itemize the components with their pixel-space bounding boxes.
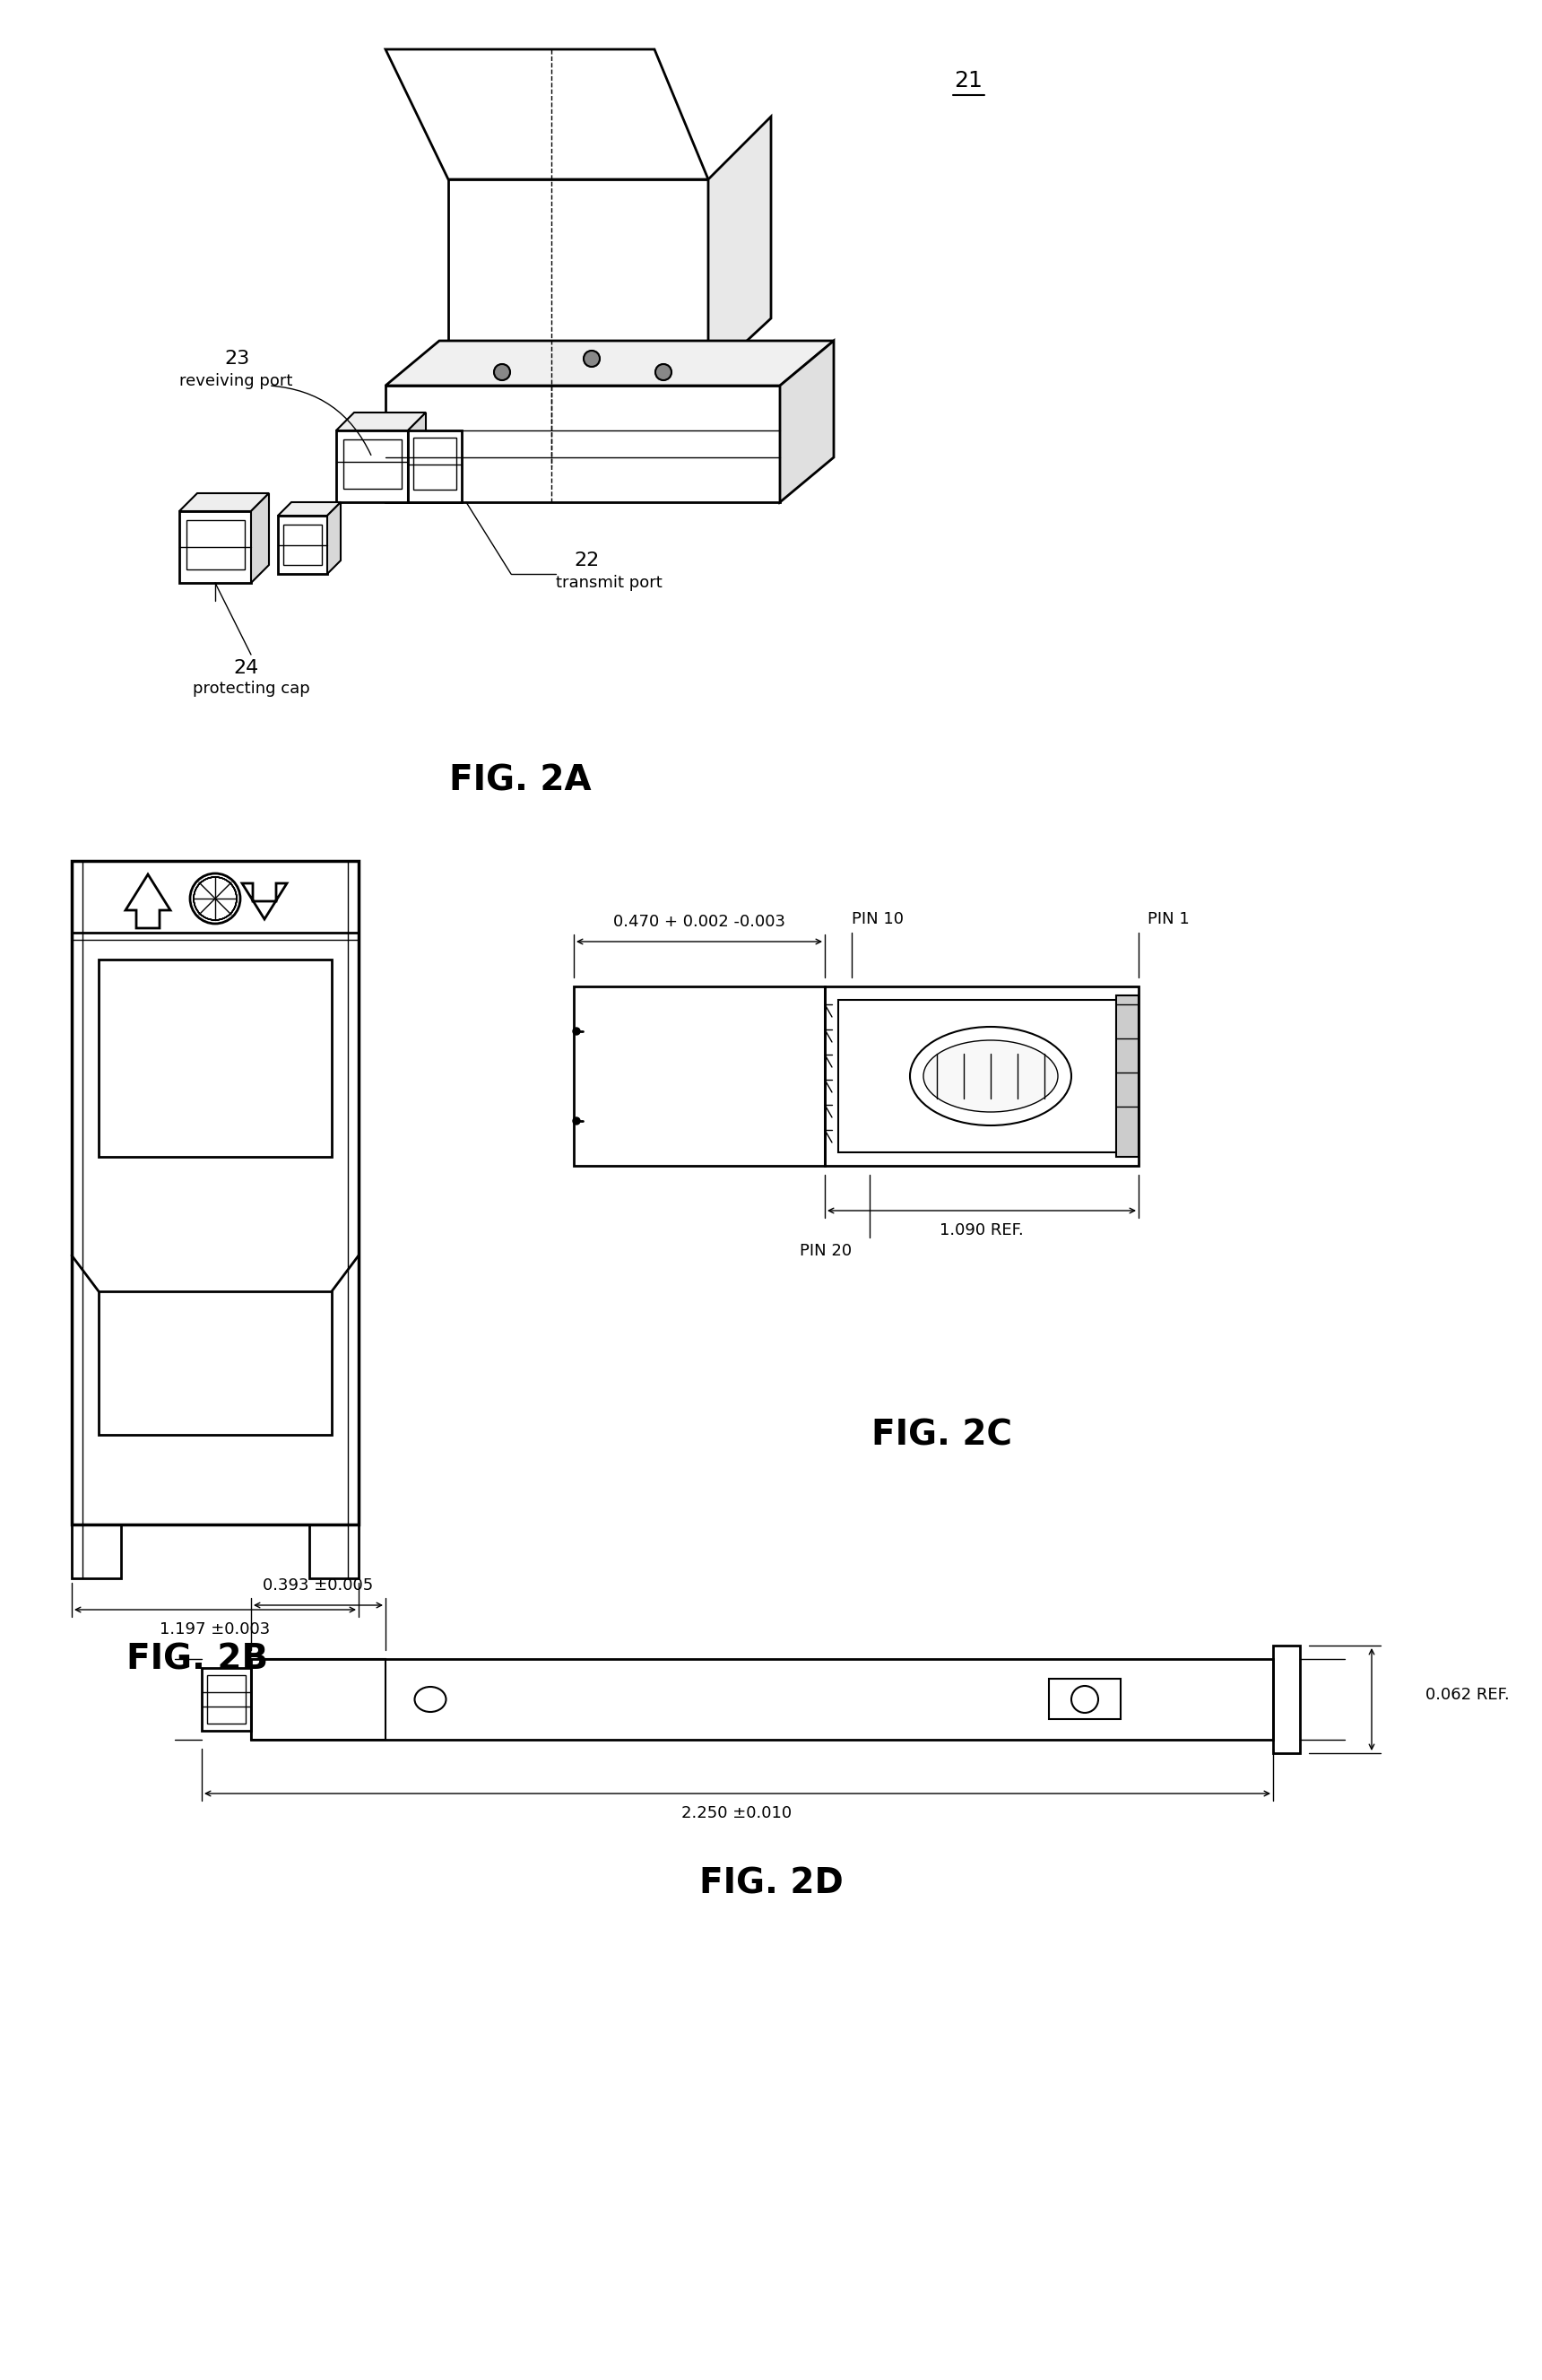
Polygon shape xyxy=(242,883,287,919)
Circle shape xyxy=(574,1028,580,1035)
Bar xyxy=(344,440,401,488)
Polygon shape xyxy=(179,512,251,583)
Circle shape xyxy=(655,364,671,381)
Polygon shape xyxy=(251,493,268,583)
Polygon shape xyxy=(336,431,409,502)
Text: reveiving port: reveiving port xyxy=(179,374,293,390)
Text: PIN 20: PIN 20 xyxy=(800,1242,851,1259)
Text: protecting cap: protecting cap xyxy=(193,681,310,697)
Bar xyxy=(1274,1645,1300,1754)
Bar xyxy=(1049,1678,1121,1718)
Text: 1.197 ±0.003: 1.197 ±0.003 xyxy=(160,1621,270,1637)
Polygon shape xyxy=(409,412,426,502)
Text: FIG. 2A: FIG. 2A xyxy=(449,764,591,797)
Bar xyxy=(72,1526,120,1578)
Polygon shape xyxy=(449,178,708,376)
Polygon shape xyxy=(386,386,780,502)
Circle shape xyxy=(190,873,241,923)
Text: 22: 22 xyxy=(574,552,600,569)
Circle shape xyxy=(583,350,600,367)
Ellipse shape xyxy=(924,1040,1058,1111)
Bar xyxy=(251,1659,1274,1740)
Bar xyxy=(202,1668,251,1730)
Text: 2.250 ±0.010: 2.250 ±0.010 xyxy=(682,1804,793,1821)
Text: PIN 10: PIN 10 xyxy=(851,912,904,928)
Text: 0.393 ±0.005: 0.393 ±0.005 xyxy=(264,1578,373,1595)
Text: transmit port: transmit port xyxy=(555,576,663,590)
Text: FIG. 2B: FIG. 2B xyxy=(126,1642,268,1676)
Polygon shape xyxy=(278,516,327,574)
Polygon shape xyxy=(780,340,834,502)
Bar xyxy=(207,1676,245,1723)
Circle shape xyxy=(493,364,510,381)
Bar xyxy=(284,524,322,564)
Text: FIG. 2C: FIG. 2C xyxy=(871,1418,1012,1452)
Polygon shape xyxy=(386,340,834,386)
Bar xyxy=(72,862,359,1526)
Polygon shape xyxy=(708,117,771,376)
Bar xyxy=(72,862,359,933)
Polygon shape xyxy=(278,502,341,516)
Polygon shape xyxy=(386,50,708,178)
Bar xyxy=(574,985,825,1166)
Text: 21: 21 xyxy=(954,69,982,90)
Bar xyxy=(99,959,332,1157)
Text: 23: 23 xyxy=(224,350,250,367)
Text: 0.470 + 0.002 -0.003: 0.470 + 0.002 -0.003 xyxy=(614,914,785,931)
Bar xyxy=(99,1292,332,1435)
Ellipse shape xyxy=(910,1026,1072,1126)
Bar xyxy=(825,985,1138,1166)
Polygon shape xyxy=(125,873,170,928)
Polygon shape xyxy=(327,502,341,574)
Text: 24: 24 xyxy=(233,659,259,676)
Polygon shape xyxy=(409,431,461,502)
Polygon shape xyxy=(179,493,268,512)
Bar xyxy=(310,1526,359,1578)
Text: 0.062 REF.: 0.062 REF. xyxy=(1425,1687,1510,1704)
Text: 1.090 REF.: 1.090 REF. xyxy=(939,1223,1024,1238)
Circle shape xyxy=(574,1116,580,1123)
Text: FIG. 2D: FIG. 2D xyxy=(699,1866,843,1899)
Bar xyxy=(413,438,456,490)
Polygon shape xyxy=(336,412,426,431)
Bar xyxy=(1116,995,1138,1157)
Bar xyxy=(187,521,245,569)
Bar xyxy=(251,1659,386,1740)
Text: PIN 1: PIN 1 xyxy=(1147,912,1189,928)
Bar xyxy=(839,1000,1126,1152)
